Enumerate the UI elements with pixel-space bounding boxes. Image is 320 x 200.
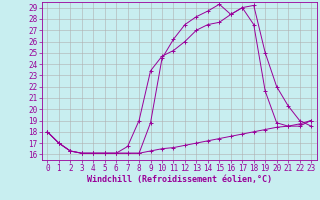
X-axis label: Windchill (Refroidissement éolien,°C): Windchill (Refroidissement éolien,°C) [87,175,272,184]
